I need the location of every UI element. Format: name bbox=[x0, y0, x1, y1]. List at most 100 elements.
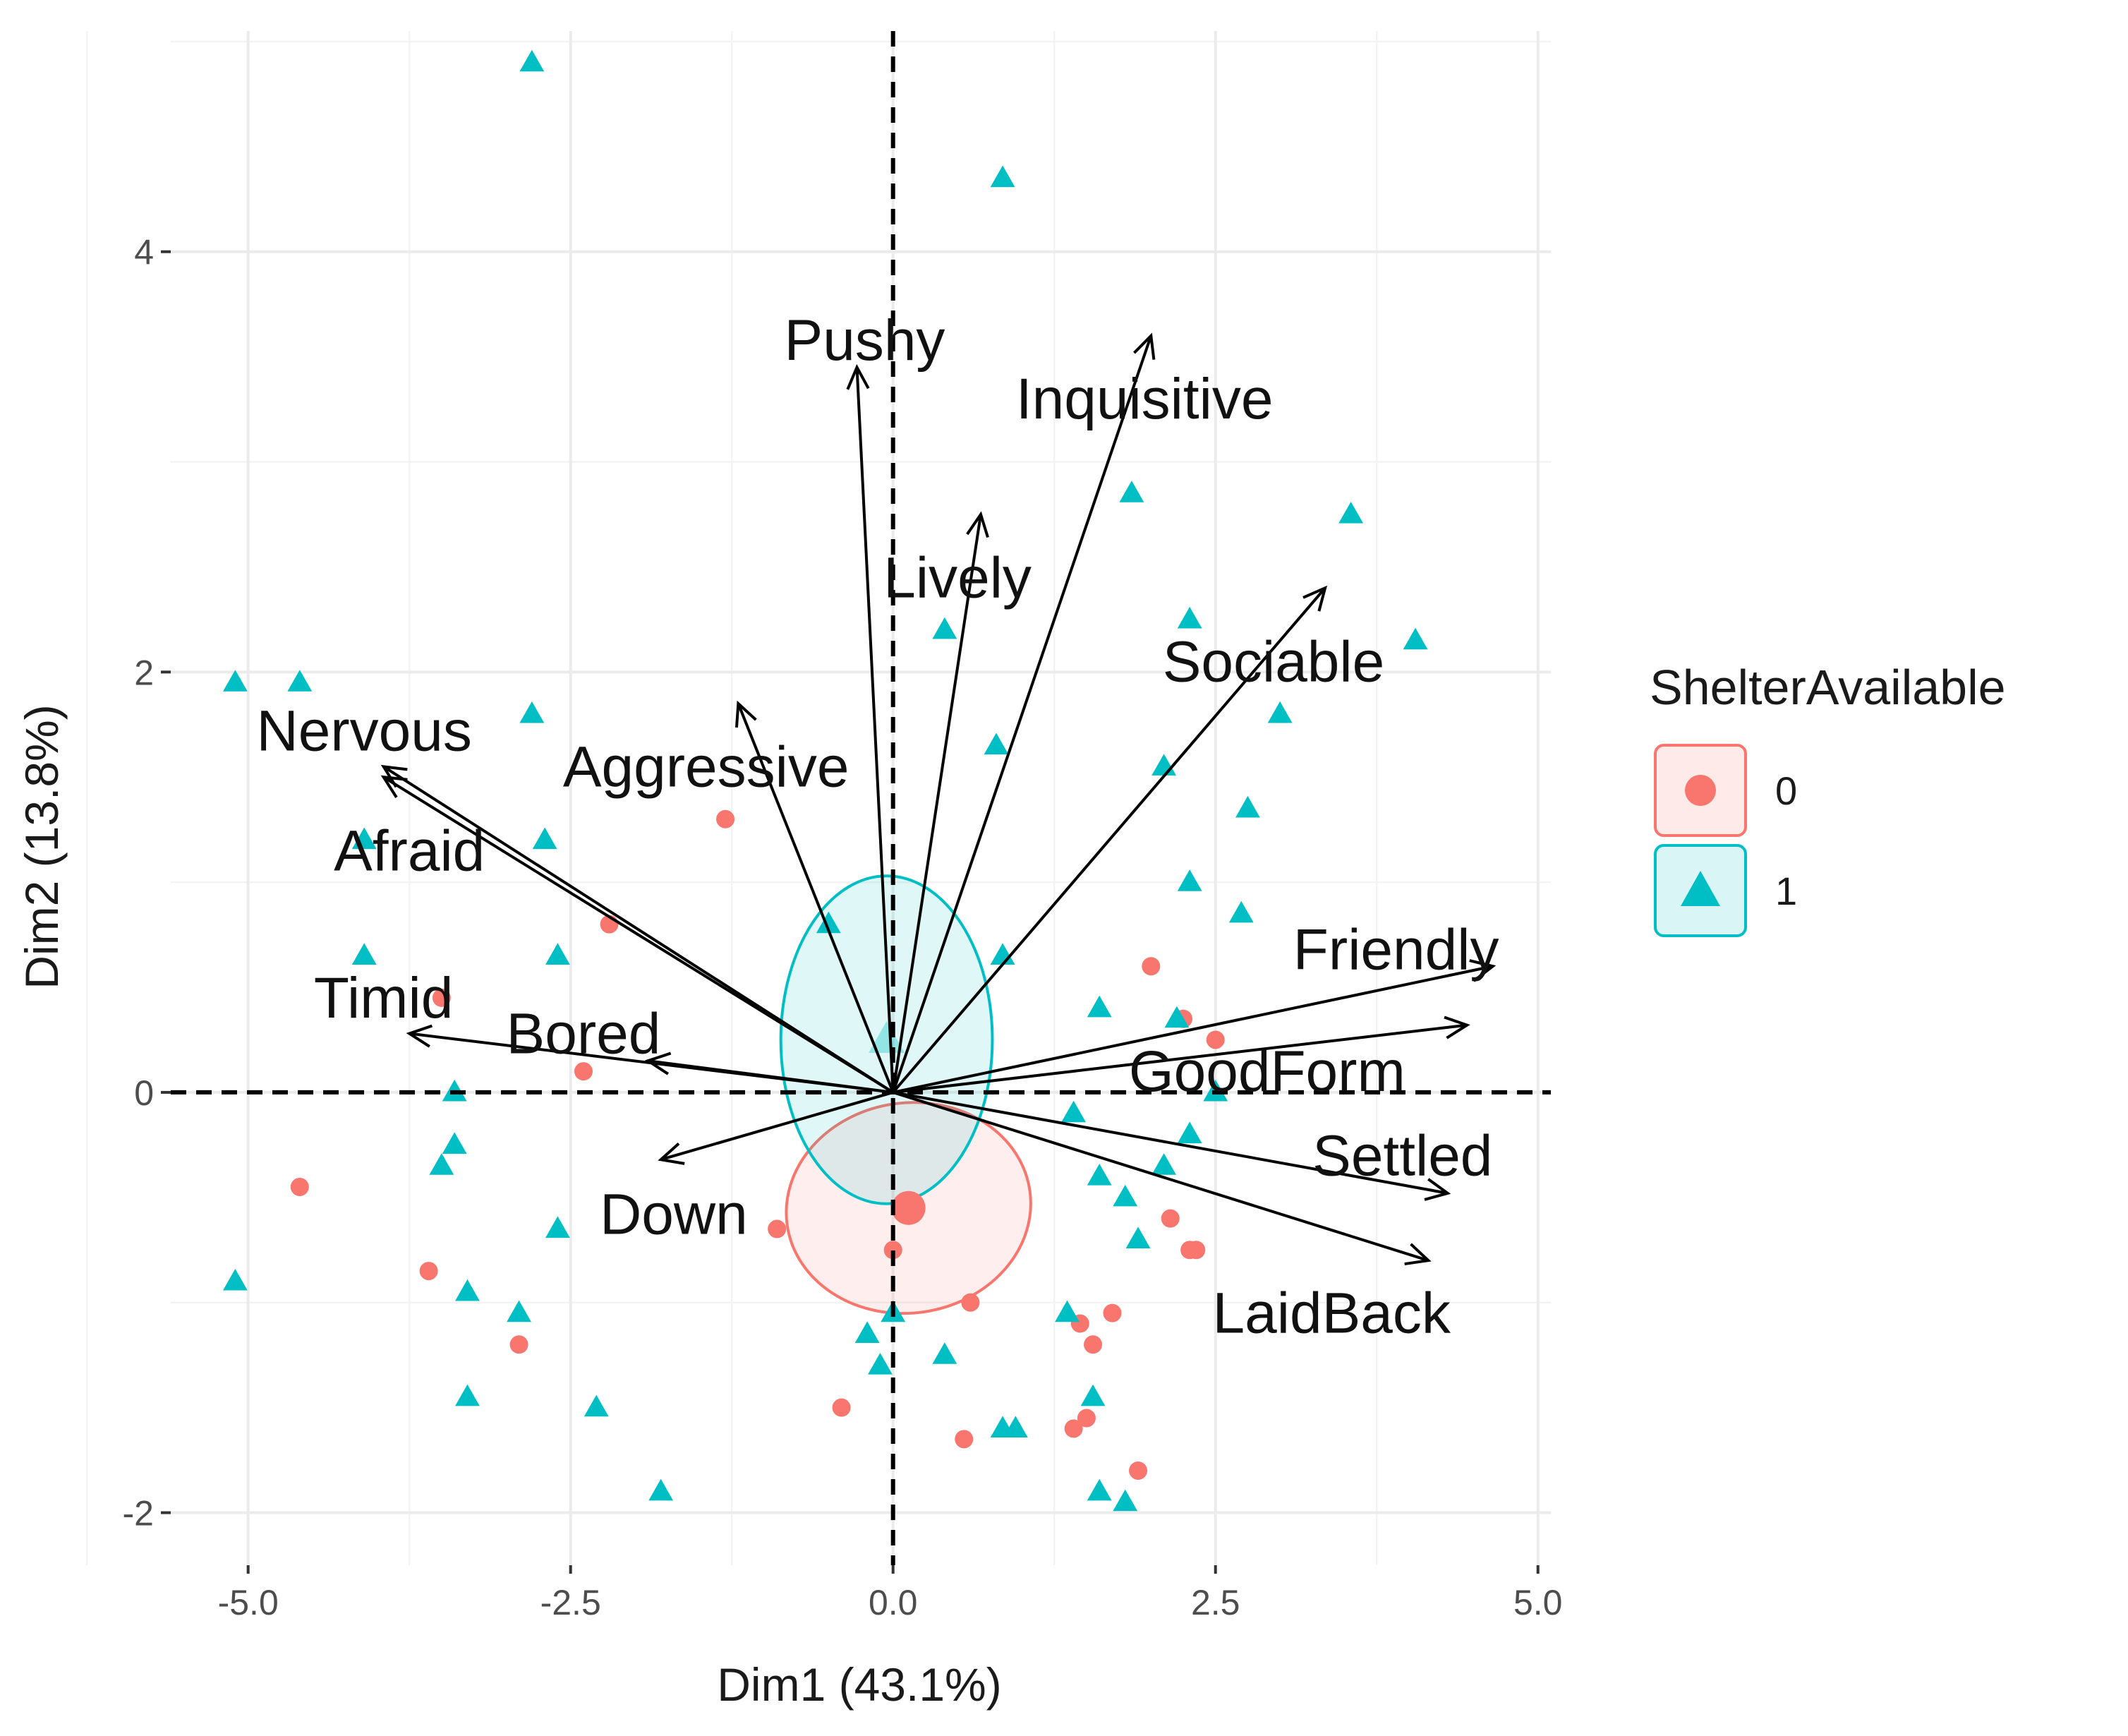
variable-label-laidback: LaidBack bbox=[1213, 1282, 1451, 1346]
variable-label-lively: Lively bbox=[883, 545, 1032, 610]
data-point-group-1 bbox=[1087, 995, 1112, 1018]
variable-label-bored: Bored bbox=[507, 1002, 661, 1066]
variable-label-down: Down bbox=[600, 1183, 748, 1247]
data-point-group-1 bbox=[1228, 900, 1254, 923]
data-point-group-1 bbox=[223, 670, 248, 692]
data-point-group-1 bbox=[854, 1321, 880, 1344]
legend-label-0: 0 bbox=[1775, 768, 1797, 813]
data-point-group-1 bbox=[455, 1279, 480, 1301]
arrowhead-down bbox=[658, 1143, 685, 1165]
arrowhead-pushy bbox=[846, 363, 870, 390]
data-point-group-1 bbox=[1087, 1478, 1112, 1501]
x-tick-label: 5.0 bbox=[1513, 1583, 1563, 1622]
data-point-group-0 bbox=[1206, 1030, 1225, 1049]
variable-label-afraid: Afraid bbox=[334, 819, 485, 883]
arrow-nervous bbox=[382, 765, 894, 1094]
arrowhead-afraid bbox=[380, 775, 408, 798]
data-point-group-1 bbox=[1055, 1300, 1080, 1322]
data-point-group-1 bbox=[1119, 481, 1144, 502]
group-mean-1 bbox=[869, 1021, 905, 1053]
arrow-inquisitive bbox=[891, 335, 1153, 1093]
data-point-group-0 bbox=[961, 1293, 980, 1312]
data-point-group-1 bbox=[1177, 869, 1202, 891]
x-axis-ticks: -5.0 -2.5 0.0 2.5 5.0 bbox=[218, 1565, 1563, 1622]
legend-circle-marker bbox=[1685, 775, 1716, 806]
arrowhead-lively bbox=[966, 511, 989, 538]
data-point-group-0 bbox=[768, 1219, 787, 1238]
data-point-group-1 bbox=[351, 943, 377, 965]
data-point-group-0 bbox=[509, 1335, 528, 1354]
data-point-group-1 bbox=[223, 1268, 248, 1291]
data-point-group-1 bbox=[507, 1300, 531, 1322]
data-point-group-1 bbox=[351, 827, 377, 850]
data-point-group-1 bbox=[1125, 1226, 1151, 1248]
arrow-aggressive bbox=[737, 703, 895, 1093]
data-point-group-1 bbox=[455, 1384, 480, 1406]
legend-entry-1: 1 bbox=[1654, 844, 1797, 937]
variable-label-aggressive: Aggressive bbox=[563, 735, 850, 799]
data-point-group-1 bbox=[1177, 1121, 1202, 1144]
arrow-laidback bbox=[893, 1091, 1429, 1262]
data-point-group-1 bbox=[545, 943, 570, 965]
data-point-group-1 bbox=[1338, 501, 1364, 524]
data-point-group-0 bbox=[432, 988, 451, 1007]
arrow-friendly bbox=[893, 965, 1494, 1094]
legend-title: ShelterAvailable bbox=[1650, 660, 2006, 715]
group-means bbox=[869, 1021, 926, 1225]
reference-lines bbox=[171, 31, 1551, 1565]
data-point-group-1 bbox=[932, 617, 957, 639]
data-point-group-0 bbox=[1084, 1335, 1103, 1354]
y-axis-ticks: -2 0 2 4 bbox=[123, 233, 171, 1533]
data-point-group-1 bbox=[1113, 1489, 1138, 1512]
data-point-group-1 bbox=[1080, 1384, 1106, 1406]
data-point-group-1 bbox=[1003, 1416, 1028, 1438]
x-tick-label: 2.5 bbox=[1191, 1583, 1240, 1622]
arrowhead-laidback bbox=[1404, 1243, 1432, 1266]
data-point-group-0 bbox=[1077, 1409, 1096, 1428]
data-point-group-1 bbox=[868, 1353, 893, 1375]
variable-label-nervous: Nervous bbox=[257, 699, 472, 764]
data-point-group-1 bbox=[648, 1478, 674, 1501]
y-axis-title: Dim2 (13.8%) bbox=[16, 704, 68, 989]
arrowhead-timid bbox=[406, 1024, 433, 1048]
data-point-group-0 bbox=[716, 809, 735, 828]
y-tick-label: 2 bbox=[134, 653, 154, 692]
arrow-pushy bbox=[855, 367, 895, 1093]
data-point-group-1 bbox=[519, 701, 545, 723]
data-point-group-0 bbox=[1187, 1241, 1206, 1260]
legend: ShelterAvailable 01 bbox=[1650, 660, 2006, 937]
data-point-group-1 bbox=[1151, 1153, 1176, 1175]
legend-label-1: 1 bbox=[1775, 869, 1797, 913]
data-point-group-1 bbox=[442, 1132, 467, 1154]
data-point-group-1 bbox=[584, 1394, 609, 1417]
data-point-group-0 bbox=[832, 1398, 851, 1417]
data-point-group-0 bbox=[1161, 1209, 1180, 1228]
variable-label-friendly: Friendly bbox=[1293, 917, 1499, 982]
data-point-group-0 bbox=[1103, 1303, 1122, 1322]
y-tick-label: 0 bbox=[134, 1073, 154, 1113]
legend-entries: 01 bbox=[1654, 744, 1797, 937]
data-point-group-0 bbox=[883, 1241, 902, 1260]
data-point-group-0 bbox=[1064, 1419, 1083, 1438]
variable-labels: Pushy Inquisitive Lively Sociable Aggressive… bbox=[257, 308, 1499, 1346]
legend-triangle-marker bbox=[1681, 871, 1720, 906]
variable-label-settled: Settled bbox=[1312, 1123, 1492, 1188]
arrowhead-goodform bbox=[1444, 1015, 1470, 1039]
arrowhead-aggressive bbox=[734, 700, 757, 728]
data-point-group-1 bbox=[984, 733, 1009, 755]
data-point-group-1 bbox=[545, 1216, 570, 1238]
legend-entry-0: 0 bbox=[1654, 744, 1797, 837]
x-axis-title: Dim1 (43.1%) bbox=[717, 1658, 1001, 1711]
variable-label-pushy: Pushy bbox=[785, 308, 945, 373]
data-point-group-0 bbox=[290, 1177, 309, 1196]
data-point-group-0 bbox=[1142, 957, 1161, 976]
variable-label-timid: Timid bbox=[314, 966, 453, 1030]
variable-label-sociable: Sociable bbox=[1163, 629, 1385, 694]
group-mean-0 bbox=[891, 1191, 926, 1225]
variable-label-goodform: GoodForm bbox=[1129, 1039, 1405, 1104]
arrow-goodform bbox=[893, 1023, 1468, 1094]
data-point-group-1 bbox=[287, 670, 313, 692]
data-point-group-0 bbox=[574, 1062, 593, 1081]
data-point-group-1 bbox=[1164, 1006, 1190, 1028]
